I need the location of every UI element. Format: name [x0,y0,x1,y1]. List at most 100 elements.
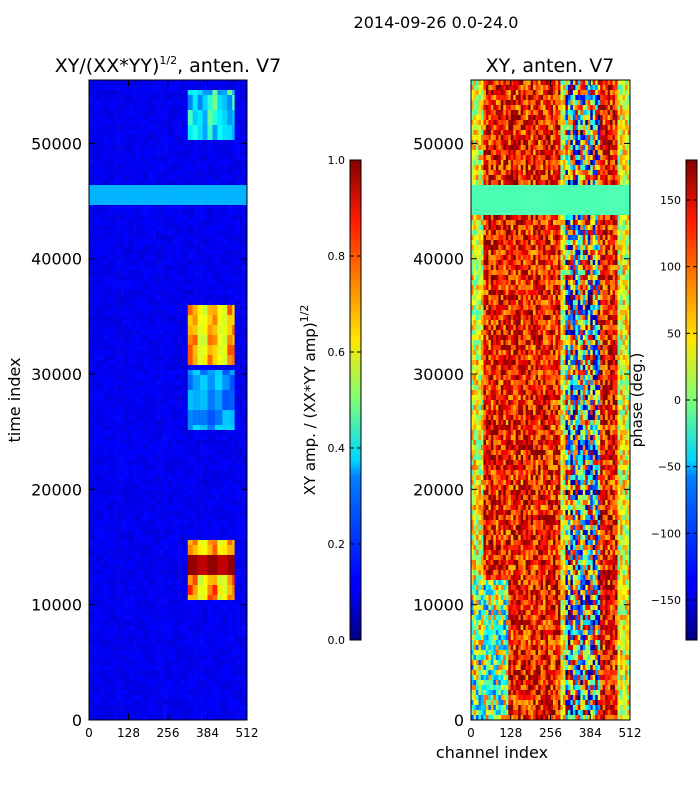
heatmap-cell [118,280,122,286]
heatmap-cell [185,200,189,206]
heatmap-cell [190,220,193,226]
heatmap-cell [135,215,139,221]
heatmap-cell [93,215,97,221]
heatmap-cell [93,420,97,426]
heatmap-cell [126,250,129,256]
heatmap-cell [180,330,184,336]
heatmap-cell [202,105,206,111]
heatmap-cell [118,375,122,381]
heatmap-cell [195,455,198,461]
heatmap-cell [148,215,152,221]
heatmap-cell [190,420,193,426]
heatmap-cell [182,405,186,411]
heatmap-cell [148,440,152,446]
heatmap-cell [140,170,144,176]
heatmap-cell [237,325,240,331]
heatmap-cell [128,120,132,126]
heatmap-cell [135,315,139,321]
heatmap-cell [135,155,139,161]
heatmap-cell [111,140,114,146]
heatmap-cell [205,345,208,351]
heatmap-cell [170,215,174,221]
heatmap-cell [150,225,154,231]
heatmap-cell [217,255,221,261]
heatmap-cell [138,360,142,366]
heatmap-cell [98,420,102,426]
heatmap-cell [202,330,206,336]
heatmap-cell [89,215,92,221]
heatmap-cell [101,335,105,341]
heatmap-cell [209,270,213,276]
heatmap-cell [148,460,152,466]
heatmap-cell [93,275,97,281]
heatmap-cell [140,120,144,126]
heatmap-cell [168,180,171,186]
heatmap-cell [227,145,231,151]
heatmap-cell [128,185,132,191]
heatmap-cell [140,360,144,366]
heatmap-cell [214,120,218,126]
heatmap-cell [177,220,181,226]
heatmap-cell [148,360,152,366]
heatmap-cell [244,445,248,451]
heatmap-cell [227,265,231,271]
heatmap-cell [126,430,129,436]
heatmap-cell [91,220,95,226]
heatmap-cell [234,360,238,366]
heatmap-cell [207,80,211,86]
heatmap-cell [101,85,105,91]
heatmap-cell [101,115,105,121]
heatmap-cell [133,140,137,146]
heatmap-cell [130,335,134,341]
heatmap-cell [234,185,238,191]
heatmap-cell [187,90,191,96]
heatmap-cell [214,125,218,131]
heatmap-cell [118,440,122,446]
heatmap-cell [135,275,139,281]
heatmap-cell [177,265,181,271]
heatmap-cell [130,455,134,461]
heatmap-cell [140,350,144,356]
heatmap-cell [207,90,211,96]
heatmap-cell [118,185,122,191]
heatmap-cell [234,275,238,281]
heatmap-cell [244,140,248,146]
heatmap-cell [192,370,196,376]
heatmap-cell [138,220,142,226]
heatmap-cell [200,415,203,421]
heatmap-cell [103,380,107,386]
heatmap-cell [160,85,164,91]
heatmap-cell [93,465,97,471]
heatmap-cell [158,210,161,216]
heatmap-cell [165,310,169,316]
heatmap-cell [192,175,196,181]
heatmap-cell [217,380,221,386]
heatmap-cell [116,175,119,181]
heatmap-cell [232,185,235,191]
heatmap-cell [126,390,129,396]
heatmap-cell [192,400,196,406]
heatmap-cell [170,110,174,116]
heatmap-cell [163,415,166,421]
heatmap-cell [160,350,164,356]
heatmap-cell [172,350,176,356]
heatmap-cell [138,300,142,306]
heatmap-cell [118,90,122,96]
heatmap-cell [111,410,114,416]
heatmap-cell [227,320,231,326]
heatmap-cell [113,255,117,261]
heatmap-cell [182,235,186,241]
heatmap-cell [96,160,100,166]
heatmap-cell [96,110,100,116]
heatmap-cell [91,210,95,216]
heatmap-cell [219,280,223,286]
heatmap-cell [133,425,137,431]
heatmap-cell [219,130,223,136]
heatmap-cell [187,285,191,291]
heatmap-cell [130,90,134,96]
heatmap-cell [140,410,144,416]
heatmap-cell [103,455,107,461]
heatmap-cell [224,240,228,246]
heatmap-cell [214,360,218,366]
heatmap-cell [138,370,142,376]
